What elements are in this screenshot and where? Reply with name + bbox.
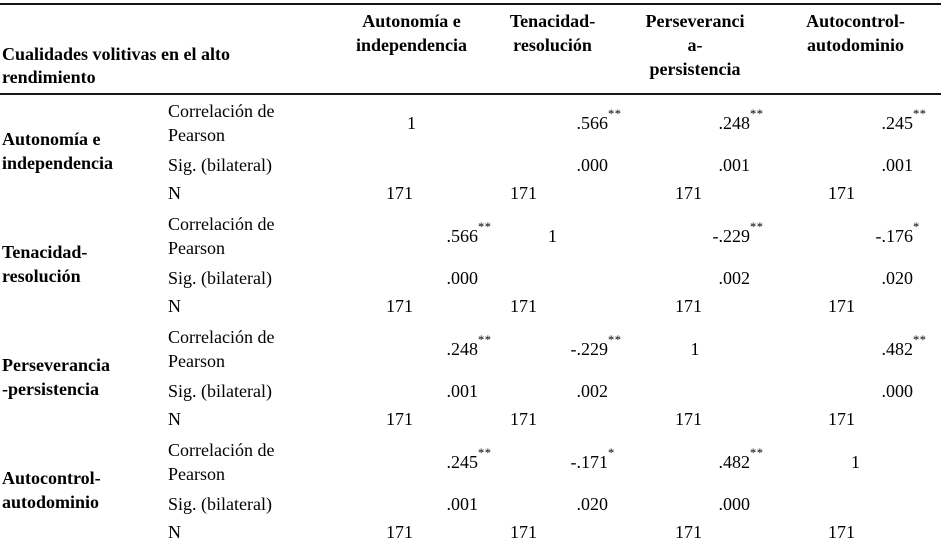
corr-cell-r1-c2: -.229 **: [712, 220, 764, 246]
corner-header: Cualidades volitivas en el alto rendimie…: [0, 4, 339, 95]
stat-label-pearson: Correlación de Pearson: [168, 326, 275, 371]
n-cell-r0-c2: 171: [675, 183, 703, 204]
col-header-tenacidad: Tenacidad- resolución: [485, 4, 621, 95]
n-cell-r1-c2: 171: [675, 296, 703, 317]
corr-cell-r1-c3: -.176 *: [875, 220, 920, 246]
table-row: N 171 171 171 171: [0, 406, 941, 434]
corr-cell-r1-c0: .566 **: [446, 220, 492, 246]
corr-cell-r3-c0: .245 **: [446, 446, 492, 472]
table-row: N 171 171 171 171: [0, 180, 941, 208]
table-row: Sig. (bilateral) .001 .020 .000: [0, 491, 941, 519]
stat-label-pearson: Correlación de Pearson: [168, 100, 275, 145]
n-cell-r2-c0: 171: [386, 409, 414, 430]
n-cell-r2-c2: 171: [675, 409, 703, 430]
n-cell-r3-c2: 171: [675, 522, 703, 543]
sig-cell-r0-c3: .001: [881, 155, 914, 176]
sig-cell-r3-c3: [770, 491, 941, 519]
sig-cell-r1-c0: .000: [446, 268, 479, 289]
table-row: Sig. (bilateral) .000 .002 .020: [0, 265, 941, 293]
corr-cell-r2-c3: .482 **: [881, 333, 927, 359]
n-cell-r1-c1: 171: [510, 296, 538, 317]
sig-cell-r2-c3: .000: [881, 381, 914, 402]
table-row: Autonomía e independencia Correlación de…: [0, 94, 941, 173]
col-header-perseverancia: Perseveranci a- persistencia: [620, 4, 771, 95]
n-cell-r2-c1: 171: [510, 409, 538, 430]
sig-cell-r3-c1: .020: [576, 494, 609, 515]
n-cell-r3-c1: 171: [510, 522, 538, 543]
sig-cell-r2-c0: .001: [446, 381, 479, 402]
corr-cell-r3-c1: -.171 *: [570, 446, 615, 472]
stat-label-sig: Sig. (bilateral): [168, 268, 272, 289]
sig-cell-r0-c0: [338, 152, 485, 180]
stat-label-sig: Sig. (bilateral): [168, 155, 272, 176]
n-cell-r3-c3: 171: [828, 522, 856, 543]
corr-cell-r0-c0: 1: [407, 112, 417, 133]
corr-cell-r3-c3: 1: [851, 451, 861, 472]
stat-label-n: N: [168, 296, 181, 317]
stat-label-pearson: Correlación de Pearson: [168, 439, 275, 484]
table-row: Sig. (bilateral) .000 .001 .001: [0, 152, 941, 180]
sig-cell-r1-c1: [485, 265, 620, 293]
n-cell-r3-c0: 171: [386, 522, 414, 543]
correlation-table: Cualidades volitivas en el alto rendimie…: [0, 3, 941, 546]
corr-cell-r0-c2: .248 **: [718, 107, 764, 133]
n-cell-r0-c0: 171: [386, 183, 414, 204]
stat-label-pearson: Correlación de Pearson: [168, 213, 275, 258]
row-label-autocontrol: Autocontrol- autodominio: [2, 467, 101, 512]
n-cell-r2-c3: 171: [828, 409, 856, 430]
row-label-tenacidad: Tenacidad- resolución: [2, 241, 88, 286]
sig-cell-r2-c1: .002: [576, 381, 609, 402]
stat-label-n: N: [168, 409, 181, 430]
row-label-perseverancia: Perseverancia -persistencia: [2, 354, 110, 399]
sig-cell-r2-c2: [620, 378, 770, 406]
row-label-autonomia: Autonomía e independencia: [2, 128, 114, 173]
sig-cell-r1-c2: .002: [718, 268, 751, 289]
stat-label-sig: Sig. (bilateral): [168, 494, 272, 515]
n-cell-r0-c3: 171: [828, 183, 856, 204]
corr-cell-r1-c1: 1: [548, 225, 558, 246]
table-row: N 171 171 171 171: [0, 293, 941, 321]
table-row: N 171 171 171 171: [0, 519, 941, 546]
corr-cell-r0-c3: .245 **: [881, 107, 927, 133]
sig-cell-r1-c3: .020: [881, 268, 914, 289]
col-header-autonomia: Autonomía e independencia: [338, 4, 486, 95]
corr-cell-r3-c2: .482 **: [718, 446, 764, 472]
table-header-row: Cualidades volitivas en el alto rendimie…: [0, 4, 941, 95]
corr-cell-r2-c2: 1: [690, 338, 700, 359]
col-header-autocontrol: Autocontrol- autodominio: [770, 4, 941, 95]
table-row: Tenacidad- resolución Correlación de Pea…: [0, 208, 941, 286]
stat-label-n: N: [168, 522, 181, 543]
sig-cell-r3-c2: .000: [718, 494, 751, 515]
n-cell-r0-c1: 171: [510, 183, 538, 204]
table-row: Perseverancia -persistencia Correlación …: [0, 321, 941, 399]
corr-cell-r2-c1: -.229 **: [570, 333, 622, 359]
n-cell-r1-c0: 171: [386, 296, 414, 317]
stat-label-sig: Sig. (bilateral): [168, 381, 272, 402]
table-row: Autocontrol- autodominio Correlación de …: [0, 434, 941, 512]
corr-cell-r0-c1: .566 **: [576, 107, 622, 133]
n-cell-r1-c3: 171: [828, 296, 856, 317]
sig-cell-r3-c0: .001: [446, 494, 479, 515]
stat-label-n: N: [168, 183, 181, 204]
sig-cell-r0-c2: .001: [718, 155, 751, 176]
corr-cell-r2-c0: .248 **: [446, 333, 492, 359]
sig-cell-r0-c1: .000: [576, 155, 609, 176]
table-row: Sig. (bilateral) .001 .002 .000: [0, 378, 941, 406]
